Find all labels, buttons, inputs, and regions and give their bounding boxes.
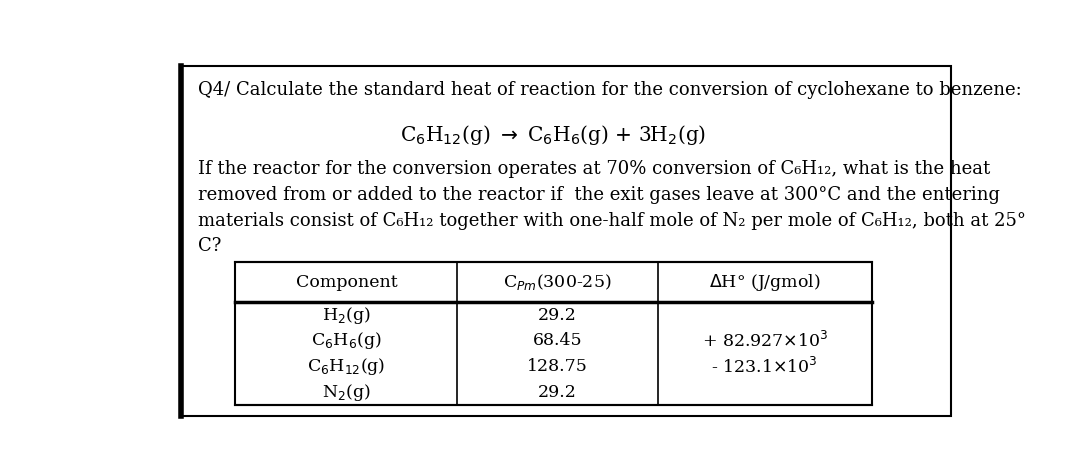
Text: N$_2$(g): N$_2$(g) [322, 382, 370, 403]
Text: $\Delta$H° (J/gmol): $\Delta$H° (J/gmol) [708, 272, 821, 293]
Text: C$_6$H$_{12}$(g): C$_6$H$_{12}$(g) [307, 356, 386, 377]
Text: 128.75: 128.75 [527, 358, 589, 375]
Text: 68.45: 68.45 [532, 333, 582, 349]
Text: + 82.927$\times$10$^3$: + 82.927$\times$10$^3$ [702, 331, 828, 351]
Text: C?: C? [198, 238, 221, 256]
Text: If the reactor for the conversion operates at 70% conversion of C₆H₁₂, what is t: If the reactor for the conversion operat… [198, 160, 990, 178]
Text: - 123.1$\times$10$^3$: - 123.1$\times$10$^3$ [712, 357, 819, 377]
Text: H$_2$(g): H$_2$(g) [322, 305, 370, 326]
Text: materials consist of C₆H₁₂ together with one-half mole of N₂ per mole of C₆H₁₂, : materials consist of C₆H₁₂ together with… [198, 212, 1026, 230]
Text: C$_6$H$_6$(g): C$_6$H$_6$(g) [311, 330, 381, 351]
Text: 29.2: 29.2 [538, 384, 577, 401]
Text: 29.2: 29.2 [538, 307, 577, 324]
Text: C$_6$H$_{12}$(g) $\rightarrow$ C$_6$H$_6$(g) + 3H$_2$(g): C$_6$H$_{12}$(g) $\rightarrow$ C$_6$H$_6… [401, 123, 706, 147]
Text: Q4/ Calculate the standard heat of reaction for the conversion of cyclohexane to: Q4/ Calculate the standard heat of react… [198, 81, 1022, 99]
Text: Component: Component [296, 274, 397, 291]
Bar [235, 262, 872, 406]
Text: C$_{Pm}$(300-25): C$_{Pm}$(300-25) [503, 272, 612, 292]
Text: removed from or added to the reactor if  the exit gases leave at 300°C and the e: removed from or added to the reactor if … [198, 186, 1000, 204]
